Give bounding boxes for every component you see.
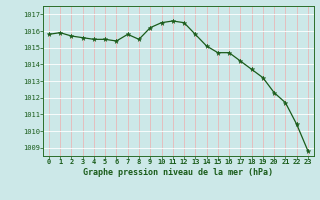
X-axis label: Graphe pression niveau de la mer (hPa): Graphe pression niveau de la mer (hPa) bbox=[84, 168, 273, 177]
